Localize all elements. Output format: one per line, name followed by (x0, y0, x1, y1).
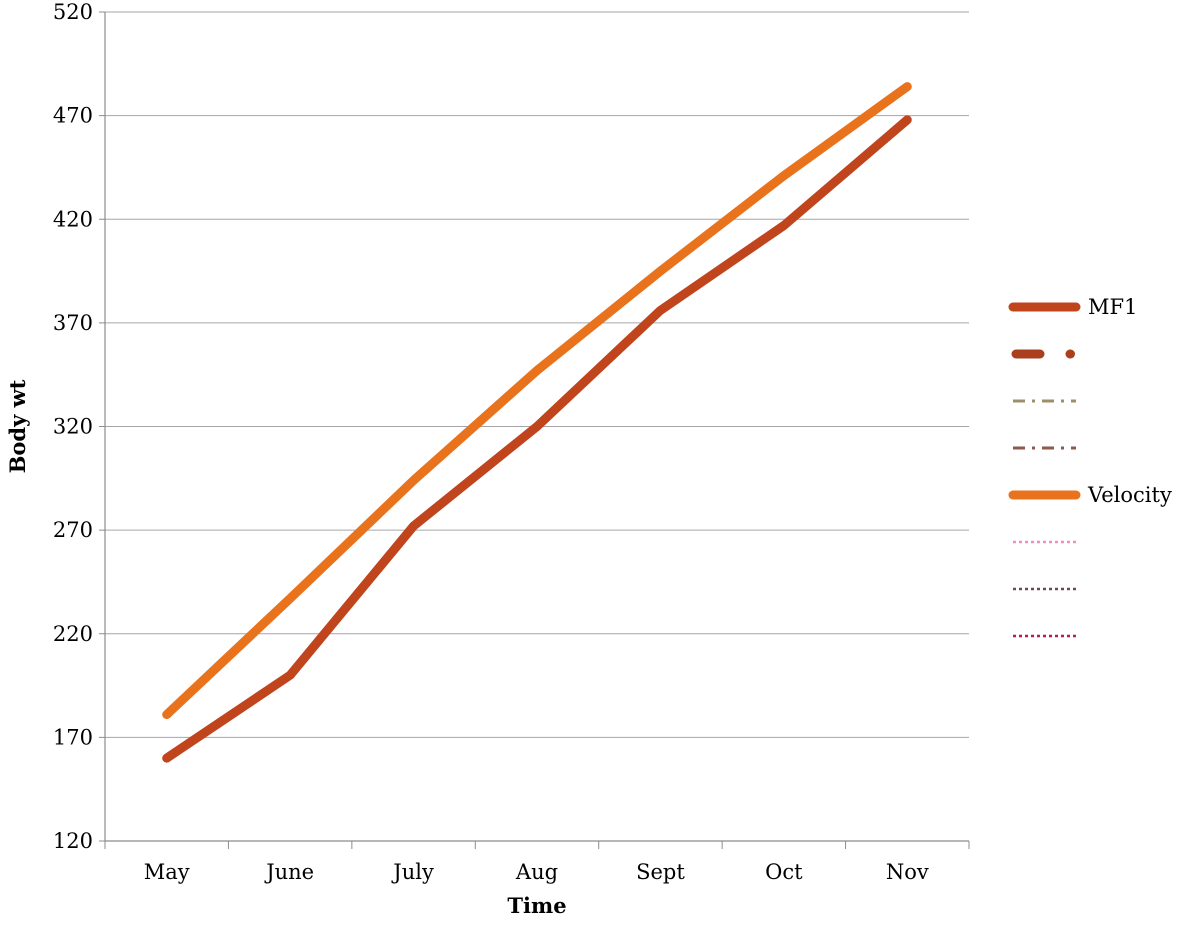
x-axis-ticks: May June July Aug Sept Oct Nov (104, 841, 970, 884)
y-axis-ticks: 120 170 220 270 320 370 420 470 520 (53, 0, 105, 853)
y-tick-label: 470 (53, 104, 93, 128)
series-line-mf1 (162, 115, 912, 763)
legend-label: Velocity (1087, 483, 1172, 507)
y-tick-label: 120 (53, 829, 93, 853)
x-tick-label: Nov (886, 860, 929, 884)
series-lines (162, 82, 912, 763)
y-tick-label: 320 (53, 415, 93, 439)
y-tick-label: 270 (53, 518, 93, 542)
y-tick-label: 220 (53, 622, 93, 646)
x-tick-label: Aug (515, 860, 558, 884)
series-line-velocity (162, 82, 912, 720)
y-tick-label: 370 (53, 311, 93, 335)
x-tick-label: June (264, 860, 314, 884)
y-tick-label: 420 (53, 207, 93, 231)
legend-item: Velocity (1008, 483, 1172, 507)
y-axis-title: Body wt (5, 379, 30, 473)
x-tick-label: Oct (765, 860, 803, 884)
legend: MF1 Velocity (1008, 295, 1172, 638)
y-tick-label: 170 (53, 725, 93, 749)
legend-item: MF1 (1008, 295, 1137, 319)
x-axis-title: Time (507, 893, 566, 918)
x-tick-label: Sept (636, 860, 685, 884)
y-tick-label: 520 (53, 0, 93, 24)
x-tick-label: July (391, 860, 434, 884)
x-tick-label: May (144, 860, 190, 884)
legend-label: MF1 (1088, 295, 1137, 319)
